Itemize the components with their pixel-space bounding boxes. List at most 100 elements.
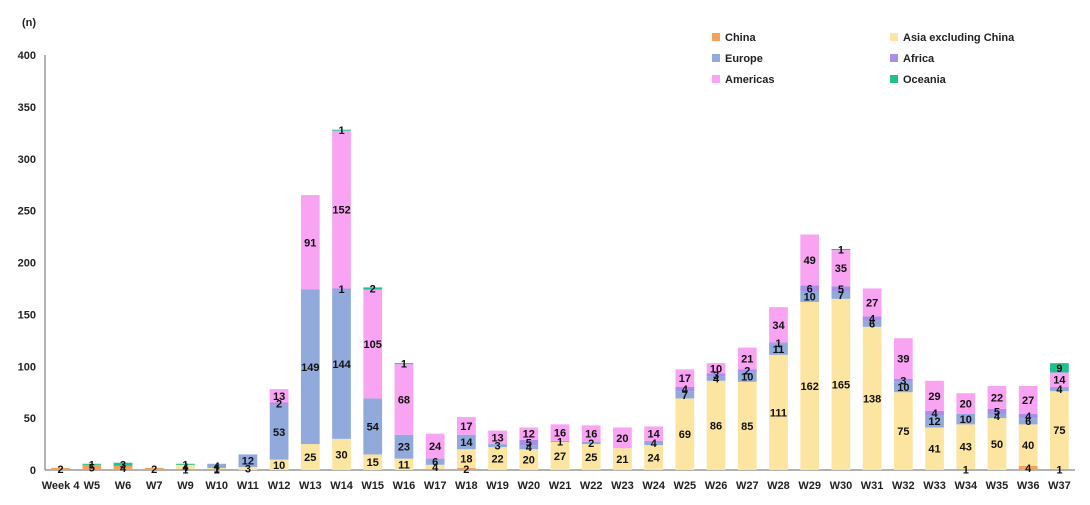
data-label: 22 <box>991 392 1003 404</box>
bar-segment-europe <box>706 376 726 381</box>
data-label: 2 <box>744 365 750 377</box>
x-tick-label: W14 <box>330 480 354 492</box>
bar-segment-europe <box>769 343 788 355</box>
bar-segment-americas <box>457 417 476 435</box>
data-label: 10 <box>710 363 722 375</box>
bar-segment-asia-excluding-china <box>1050 391 1069 469</box>
data-label: 4 <box>931 408 938 420</box>
bar-segment-asia-excluding-china <box>769 354 788 470</box>
bar-segment-asia-excluding-china <box>519 449 539 470</box>
data-label: 1 <box>838 245 844 257</box>
bar-segment-americas <box>831 250 851 287</box>
bar-segment-americas <box>1018 385 1038 414</box>
x-tick-label: W27 <box>736 480 759 492</box>
data-label: 6 <box>869 319 875 331</box>
bar-segment-americas <box>925 380 944 411</box>
bar-segment-china <box>207 468 227 470</box>
bar-segment-china <box>1050 468 1069 470</box>
data-label: 20 <box>523 455 535 467</box>
legend-label: China <box>725 32 756 44</box>
bar-segment-europe <box>363 398 383 455</box>
bar-segment-asia-excluding-china <box>987 418 1007 470</box>
bar-segment-asia-excluding-china <box>581 444 601 470</box>
legend-swatch <box>890 33 898 41</box>
x-tick-label: W30 <box>830 480 853 492</box>
data-label: 30 <box>335 449 347 461</box>
data-label: 86 <box>710 420 722 432</box>
bar-segment-americas <box>1050 372 1069 387</box>
bar-segment-asia-excluding-china <box>300 444 320 470</box>
bar-segment-africa <box>332 288 351 290</box>
data-label: 1 <box>182 464 188 476</box>
bar-segment-europe <box>207 463 227 468</box>
data-label: 10 <box>960 414 972 426</box>
data-label: 4 <box>214 461 221 473</box>
data-label: 6 <box>432 457 438 469</box>
bar-segment-americas <box>800 234 820 286</box>
bar-segment-china <box>144 467 164 470</box>
x-tick-label: W19 <box>486 480 509 492</box>
bar-segment-americas <box>893 338 913 379</box>
data-label: 23 <box>398 442 410 454</box>
data-label: 10 <box>897 382 909 394</box>
y-axis-unit-label: (n) <box>22 17 36 29</box>
x-axis-ticks: Week 4 W5 W6 W7 W9 W10 W11 W12 W13 W14 W15 W16 W17 W1… <box>42 480 1071 492</box>
bar-segment-oceania <box>332 129 351 131</box>
data-label: 13 <box>273 391 285 403</box>
bar-segment-asia-excluding-china <box>238 466 258 470</box>
bar-segment-oceania <box>394 363 414 365</box>
data-label: 14 <box>460 437 473 449</box>
data-label: 49 <box>804 255 816 267</box>
data-label: 27 <box>1022 395 1034 407</box>
data-label: 18 <box>460 454 472 466</box>
data-label: 12 <box>928 416 940 428</box>
legend: China Asia excluding China Europe Africa Ame… <box>712 32 1015 86</box>
data-label: 1 <box>89 459 95 471</box>
data-label: 25 <box>304 452 316 464</box>
data-label: 85 <box>741 421 753 433</box>
data-label: 21 <box>616 454 628 466</box>
data-label: 5 <box>994 406 1000 418</box>
bar-segment-americas <box>425 433 445 459</box>
data-labels: 2 51 43 2 141 114 312 1053213251499130144115211… <box>58 125 1067 476</box>
data-label: 3 <box>900 375 906 387</box>
x-tick-label: W36 <box>1017 480 1040 492</box>
bar-segment-asia-excluding-china <box>457 449 476 468</box>
data-label: 11 <box>398 459 410 471</box>
bar-segment-europe <box>488 444 507 448</box>
bar-segment-africa <box>987 408 1007 414</box>
data-label: 5 <box>526 438 532 450</box>
data-label: 2 <box>151 464 157 476</box>
bar-segment-americas <box>737 347 757 370</box>
data-label: 69 <box>679 429 691 441</box>
x-tick-label: Week 4 <box>42 480 81 492</box>
y-tick-label: 300 <box>18 154 36 166</box>
data-label: 4 <box>651 438 658 450</box>
bar-segment-asia-excluding-china <box>675 398 695 470</box>
data-label: 4 <box>682 384 689 396</box>
y-tick-label: 250 <box>18 206 36 218</box>
bar-segment-asia-excluding-china <box>862 326 882 470</box>
data-label: 1 <box>775 338 781 350</box>
bar-segment-europe <box>644 440 663 446</box>
bar-segment-asia-excluding-china <box>394 458 414 470</box>
bar-segment-americas <box>613 427 632 449</box>
bar-segment-oceania <box>1050 363 1069 373</box>
y-tick-label: 100 <box>18 361 36 373</box>
data-label: 11 <box>773 344 785 356</box>
x-tick-label: W31 <box>861 480 884 492</box>
data-label: 16 <box>585 429 597 441</box>
data-label: 4 <box>713 374 720 386</box>
data-label: 5 <box>838 284 844 296</box>
x-tick-label: W15 <box>361 480 384 492</box>
bar-segment-africa <box>737 369 757 372</box>
data-label: 3 <box>495 441 501 453</box>
data-label: 138 <box>863 393 881 405</box>
data-label: 1 <box>182 459 188 471</box>
x-tick-label: W24 <box>642 480 666 492</box>
bar-segment-europe <box>1050 387 1069 392</box>
data-label: 1 <box>214 464 220 476</box>
legend-label: Asia excluding China <box>903 32 1015 44</box>
bar-segment-china <box>51 467 70 470</box>
bar-segment-asia-excluding-china <box>488 447 507 470</box>
